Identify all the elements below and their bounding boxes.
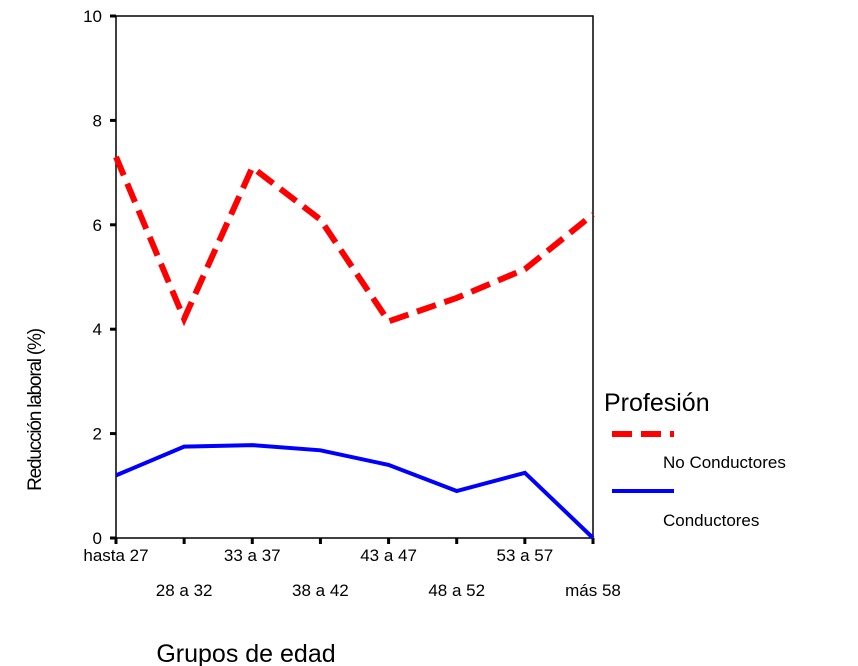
legend: No Conductores Conductores bbox=[612, 431, 786, 530]
x-axis-title: Grupos de edad bbox=[156, 640, 335, 666]
series-line-1 bbox=[115, 443, 595, 540]
x-tick-label: 38 a 42 bbox=[292, 581, 349, 600]
series-line-0 bbox=[113, 155, 595, 327]
y-tick-label: 10 bbox=[83, 7, 102, 26]
y-tick-label: 8 bbox=[93, 111, 102, 130]
y-tick-label: 2 bbox=[93, 425, 102, 444]
x-tick-label: 33 a 37 bbox=[224, 546, 281, 565]
series-layer bbox=[113, 155, 595, 540]
legend-label-1: Conductores bbox=[663, 511, 759, 530]
x-tick-label: 43 a 47 bbox=[360, 546, 417, 565]
legend-label-0: No Conductores bbox=[663, 453, 786, 472]
x-tick-label: 28 a 32 bbox=[156, 581, 213, 600]
y-axis: 0 2 4 6 8 10 bbox=[83, 7, 116, 548]
plot-frame bbox=[115, 15, 594, 539]
x-axis: hasta 27 28 a 32 33 a 37 38 a 42 43 a 47 48 a… bbox=[83, 538, 621, 600]
y-tick-label: 4 bbox=[93, 320, 102, 339]
x-tick-label: 53 a 57 bbox=[496, 546, 553, 565]
x-tick-label: 48 a 52 bbox=[428, 581, 485, 600]
y-tick-label: 6 bbox=[93, 216, 102, 235]
y-axis-title: Reducción laboral (%) bbox=[25, 328, 46, 491]
x-tick-label: hasta 27 bbox=[83, 546, 148, 565]
y-tick-label: 0 bbox=[93, 529, 102, 548]
legend-title: Profesión bbox=[604, 389, 710, 417]
x-tick-label: más 58 bbox=[565, 581, 621, 600]
